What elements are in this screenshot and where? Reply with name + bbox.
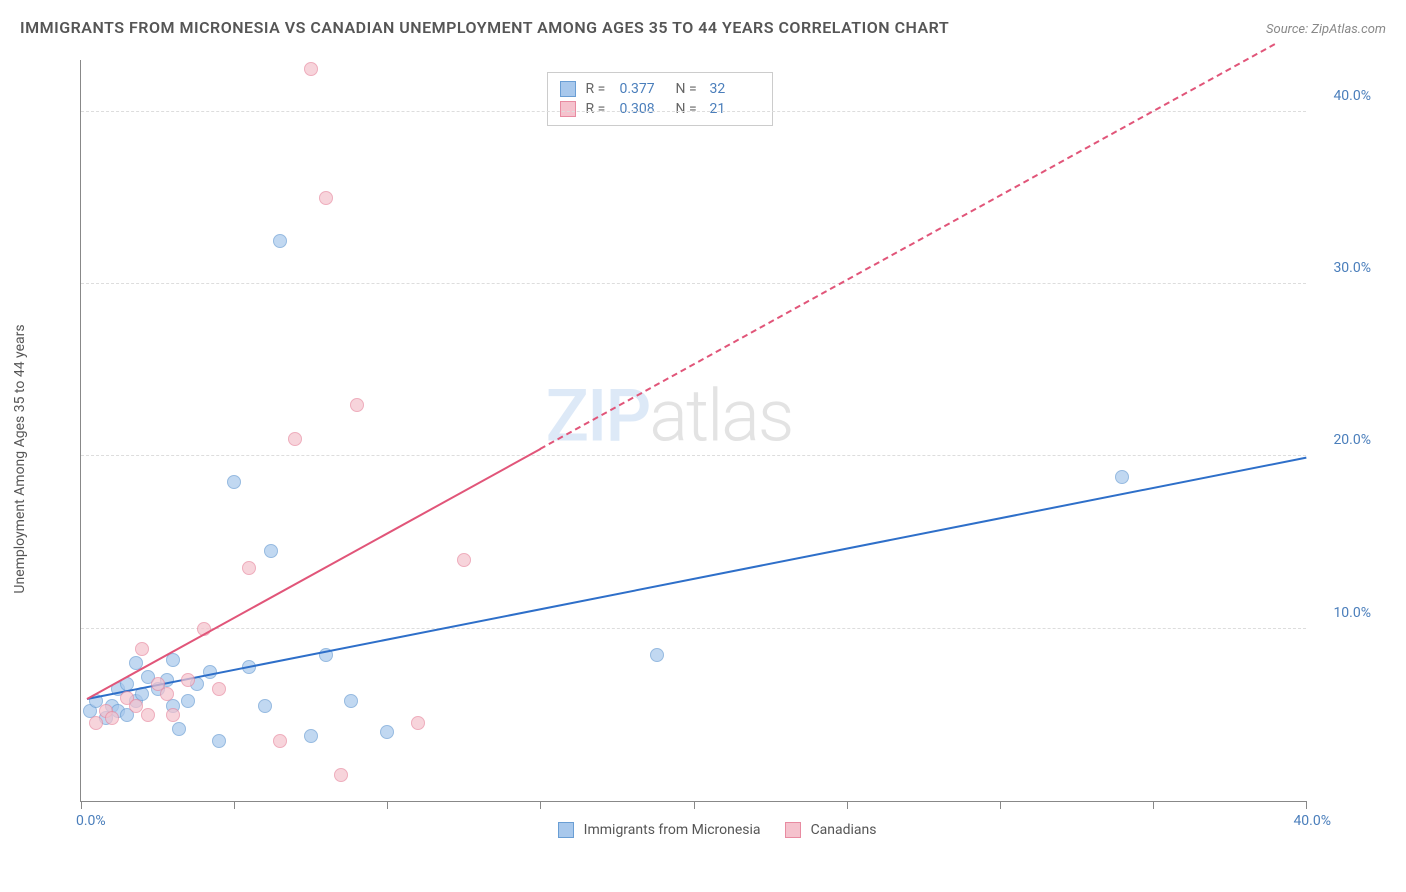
scatter-point: [288, 432, 302, 446]
legend-series-item: Immigrants from Micronesia: [558, 822, 761, 838]
scatter-point: [166, 708, 180, 722]
x-tick: [540, 801, 541, 809]
n-value: 32: [710, 81, 760, 97]
x-tick: [1153, 801, 1154, 809]
source-attribution: Source: ZipAtlas.com: [1266, 22, 1386, 37]
scatter-point: [273, 734, 287, 748]
legend-stats-box: R = 0.377 N = 32 R = 0.308 N = 21: [547, 72, 773, 126]
x-tick-origin: 0.0%: [76, 813, 106, 829]
scatter-point: [212, 682, 226, 696]
scatter-point: [650, 648, 664, 662]
gridline-h: [81, 455, 1306, 456]
r-value: 0.308: [620, 101, 670, 117]
scatter-point: [258, 699, 272, 713]
scatter-point: [227, 475, 241, 489]
r-label: R =: [586, 81, 614, 97]
scatter-point: [89, 716, 103, 730]
scatter-point: [380, 725, 394, 739]
x-tick-end: 40.0%: [1293, 813, 1331, 829]
x-tick: [847, 801, 848, 809]
legend-swatch: [785, 822, 801, 838]
scatter-point: [160, 687, 174, 701]
gridline-h: [81, 628, 1306, 629]
gridline-h: [81, 283, 1306, 284]
n-label: N =: [676, 101, 704, 117]
legend-swatch: [560, 101, 576, 117]
scatter-point: [344, 694, 358, 708]
scatter-point: [181, 694, 195, 708]
legend-stats-row: R = 0.308 N = 21: [560, 99, 760, 119]
legend-stats-row: R = 0.377 N = 32: [560, 79, 760, 99]
scatter-point: [242, 561, 256, 575]
scatter-point: [264, 544, 278, 558]
scatter-point: [304, 62, 318, 76]
scatter-point: [304, 729, 318, 743]
y-axis-label: Unemployment Among Ages 35 to 44 years: [12, 324, 28, 593]
legend-swatch: [560, 81, 576, 97]
x-tick: [1000, 801, 1001, 809]
scatter-point: [181, 673, 195, 687]
n-value: 21: [710, 101, 760, 117]
scatter-point: [105, 711, 119, 725]
r-value: 0.377: [620, 81, 670, 97]
r-label: R =: [586, 101, 614, 117]
x-tick: [81, 801, 82, 809]
y-tick-label: 10.0%: [1333, 605, 1371, 621]
scatter-point: [135, 642, 149, 656]
scatter-point: [212, 734, 226, 748]
scatter-point: [273, 234, 287, 248]
trend-line: [87, 456, 1306, 699]
chart-container: Unemployment Among Ages 35 to 44 years Z…: [50, 50, 1386, 852]
gridline-h: [81, 111, 1306, 112]
scatter-point: [350, 398, 364, 412]
trend-line: [87, 448, 541, 700]
n-label: N =: [676, 81, 704, 97]
scatter-point: [172, 722, 186, 736]
legend-series-label: Canadians: [811, 822, 877, 838]
y-tick-label: 30.0%: [1333, 260, 1371, 276]
legend-series-item: Canadians: [785, 822, 877, 838]
x-tick: [234, 801, 235, 809]
scatter-point: [334, 768, 348, 782]
x-tick: [1306, 801, 1307, 809]
x-tick: [694, 801, 695, 809]
watermark: ZIPatlas: [546, 373, 793, 458]
chart-title: IMMIGRANTS FROM MICRONESIA VS CANADIAN U…: [20, 18, 949, 37]
scatter-point: [411, 716, 425, 730]
scatter-point: [319, 191, 333, 205]
y-tick-label: 40.0%: [1333, 88, 1371, 104]
scatter-point: [1115, 470, 1129, 484]
legend-swatch: [558, 822, 574, 838]
scatter-point: [141, 708, 155, 722]
legend-series: Immigrants from Micronesia Canadians: [558, 822, 877, 838]
plot-area: ZIPatlas R =0.377N =32R =0.308N =21 0.0%…: [80, 60, 1306, 802]
legend-series-label: Immigrants from Micronesia: [584, 822, 761, 838]
x-tick: [387, 801, 388, 809]
watermark-atlas: atlas: [649, 373, 792, 458]
scatter-point: [457, 553, 471, 567]
y-tick-label: 20.0%: [1333, 432, 1371, 448]
